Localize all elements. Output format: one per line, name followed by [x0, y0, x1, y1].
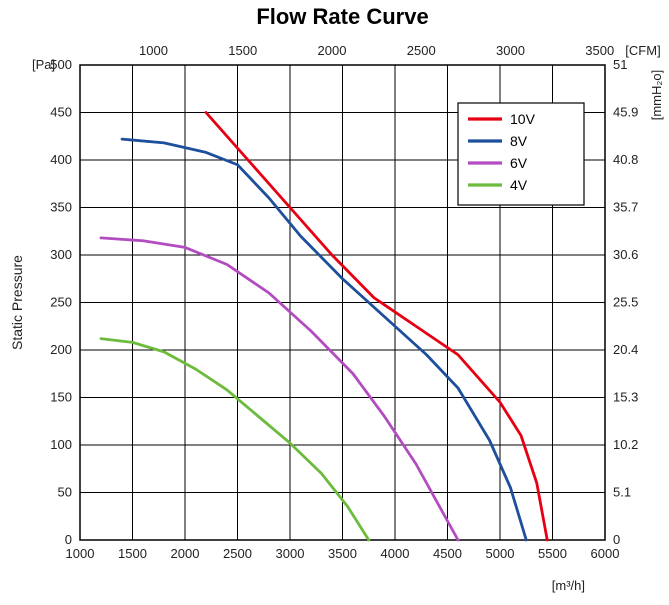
x-tick-bottom: 3500 — [328, 546, 357, 561]
y-tick-right: 15.3 — [613, 390, 638, 405]
y-tick-right: 10.2 — [613, 437, 638, 452]
y-tick-left: 50 — [58, 485, 72, 500]
x-bottom-unit: [m³/h] — [552, 578, 585, 593]
x-tick-bottom: 1500 — [118, 546, 147, 561]
y-tick-right: 45.9 — [613, 105, 638, 120]
x-tick-top: 2000 — [318, 43, 347, 58]
legend-label-10V: 10V — [510, 111, 536, 127]
y-tick-left: 450 — [50, 105, 72, 120]
y-tick-left: 200 — [50, 342, 72, 357]
y-tick-left: 400 — [50, 152, 72, 167]
y-tick-left: 150 — [50, 390, 72, 405]
y-left-label: Static Pressure — [9, 255, 25, 350]
y-tick-left: 350 — [50, 200, 72, 215]
x-top-unit: [CFM] — [625, 43, 660, 58]
flow-rate-chart: Flow Rate Curve1000150020002500300035004… — [0, 0, 669, 605]
y-tick-right: 20.4 — [613, 342, 638, 357]
y-right-unit: [mmH₂o] — [649, 70, 664, 121]
y-left-unit: [Pa] — [32, 57, 55, 72]
legend-label-6V: 6V — [510, 155, 528, 171]
chart-svg: Flow Rate Curve1000150020002500300035004… — [0, 0, 669, 605]
y-tick-right: 5.1 — [613, 485, 631, 500]
legend-label-4V: 4V — [510, 177, 528, 193]
y-tick-left: 100 — [50, 437, 72, 452]
x-tick-bottom: 5500 — [538, 546, 567, 561]
x-tick-bottom: 2500 — [223, 546, 252, 561]
y-tick-right: 30.6 — [613, 247, 638, 262]
y-tick-left: 300 — [50, 247, 72, 262]
y-tick-right: 35.7 — [613, 200, 638, 215]
x-tick-bottom: 4000 — [381, 546, 410, 561]
y-tick-left: 0 — [65, 532, 72, 547]
y-tick-right: 51 — [613, 57, 627, 72]
x-tick-bottom: 6000 — [591, 546, 620, 561]
y-tick-right: 0 — [613, 532, 620, 547]
x-tick-top: 2500 — [407, 43, 436, 58]
y-tick-right: 40.8 — [613, 152, 638, 167]
chart-title: Flow Rate Curve — [256, 4, 428, 29]
y-tick-right: 25.5 — [613, 295, 638, 310]
x-tick-bottom: 3000 — [276, 546, 305, 561]
x-tick-top: 3500 — [585, 43, 614, 58]
x-tick-top: 1500 — [228, 43, 257, 58]
legend-label-8V: 8V — [510, 133, 528, 149]
y-tick-left: 250 — [50, 295, 72, 310]
x-tick-bottom: 5000 — [486, 546, 515, 561]
x-tick-bottom: 4500 — [433, 546, 462, 561]
x-tick-bottom: 1000 — [66, 546, 95, 561]
x-tick-top: 3000 — [496, 43, 525, 58]
x-tick-top: 1000 — [139, 43, 168, 58]
x-tick-bottom: 2000 — [171, 546, 200, 561]
